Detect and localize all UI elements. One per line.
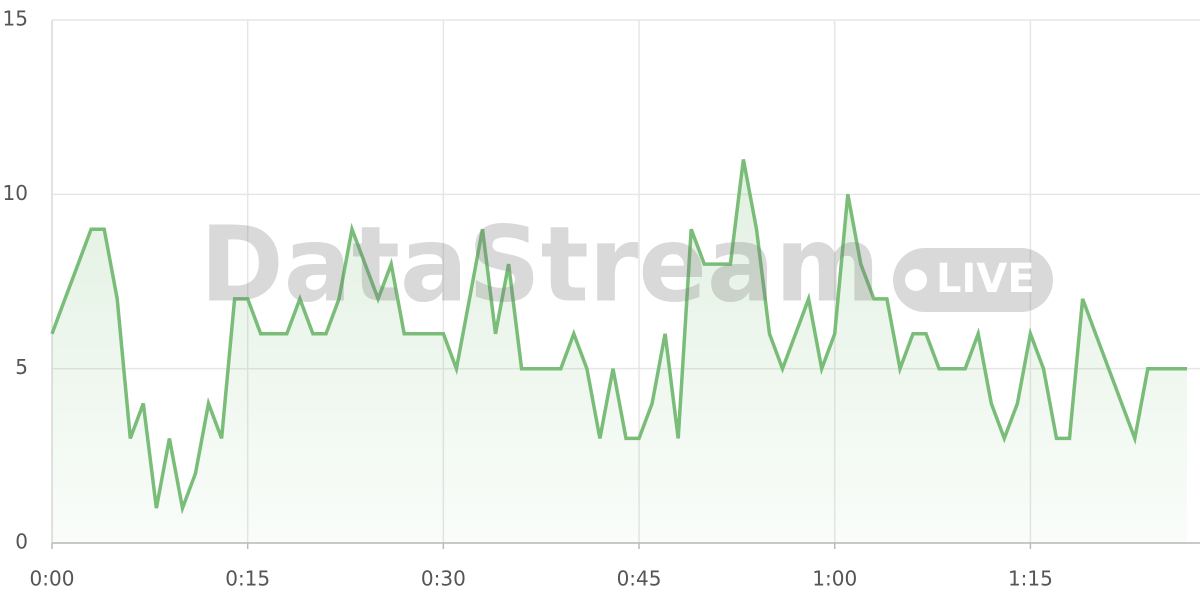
live-label: LIVE bbox=[936, 256, 1035, 302]
y-tick-label: 15 bbox=[3, 7, 28, 31]
x-tick-label: 1:15 bbox=[1008, 567, 1053, 591]
line bbox=[50, 159, 1187, 515]
x-tick-label: 0:15 bbox=[225, 567, 270, 591]
x-tick-label: 0:00 bbox=[30, 567, 75, 591]
y-tick-label: 10 bbox=[3, 181, 28, 205]
live-dot bbox=[905, 269, 927, 291]
watermark: DataStream LIVE bbox=[200, 203, 1053, 325]
y-tick-label: 0 bbox=[15, 530, 28, 554]
y-tick-label: 5 bbox=[15, 355, 28, 379]
watermark-brand: DataStream bbox=[200, 203, 880, 325]
live-badge bbox=[893, 248, 1053, 312]
x-tick-label: 0:45 bbox=[617, 567, 662, 591]
area bbox=[52, 159, 1187, 543]
x-tick-label: 0:30 bbox=[421, 567, 466, 591]
x-tick-label: 1:00 bbox=[812, 567, 857, 591]
